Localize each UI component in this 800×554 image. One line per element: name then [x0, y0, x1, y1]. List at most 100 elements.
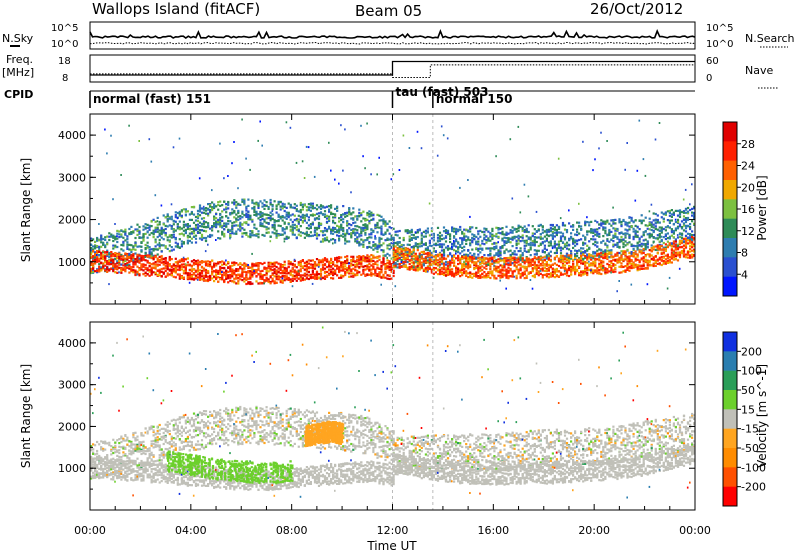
echo-cell: [223, 228, 226, 231]
echo-cell: [263, 213, 266, 216]
echo-cell: [380, 265, 383, 268]
echo-cell: [229, 270, 232, 273]
echo-cell: [106, 251, 109, 254]
echo-cell: [523, 261, 526, 264]
echo-cell: [507, 237, 510, 240]
echo-cell: [162, 231, 165, 234]
echo-cell: [364, 217, 367, 220]
echo-cell: [471, 276, 474, 279]
echo-cell: [227, 216, 230, 219]
echo-cell: [446, 245, 450, 248]
noise-cell: [414, 231, 417, 234]
echo-cell: [198, 278, 202, 281]
echo-cell: [178, 268, 181, 272]
noise-cell: [559, 217, 562, 220]
echo-cell: [471, 239, 474, 242]
echo-cell: [102, 265, 105, 268]
echo-cell: [299, 279, 302, 282]
echo-cell: [511, 229, 514, 232]
echo-cell: [360, 214, 363, 217]
echo-cell: [311, 202, 314, 205]
echo-cell: [541, 264, 544, 267]
echo-cell: [338, 276, 341, 279]
echo-cell: [273, 261, 276, 264]
echo-cell: [416, 266, 419, 269]
echo-cell: [392, 271, 395, 275]
echo-cell: [356, 229, 359, 232]
echo-cell: [299, 265, 302, 268]
echo-cell: [330, 232, 333, 235]
noise-cell: [211, 189, 213, 192]
echo-cell: [360, 260, 363, 264]
echo-cell: [390, 242, 393, 245]
echo-cell: [164, 269, 167, 273]
echo-cell: [243, 202, 246, 205]
echo-cell: [330, 277, 333, 280]
echo-cell: [297, 273, 300, 276]
echo-cell: [449, 270, 452, 273]
echo-cell: [501, 245, 504, 248]
echo-cell: [523, 241, 526, 244]
echo-cell: [350, 236, 353, 239]
echo-cell: [196, 273, 200, 276]
echo-cell: [489, 267, 492, 270]
echo-cell: [513, 250, 516, 253]
echo-cell: [156, 216, 159, 219]
echo-cell: [142, 236, 145, 239]
echo-cell: [92, 270, 95, 273]
echo-cell: [184, 268, 187, 271]
echo-cell: [453, 254, 456, 257]
echo-cell: [499, 232, 502, 235]
echo-cell: [118, 263, 121, 266]
echo-cell: [406, 254, 409, 257]
echo-cell: [517, 258, 520, 261]
echo-cell: [160, 231, 163, 234]
echo-cell: [561, 221, 565, 225]
echo-cell: [202, 267, 206, 270]
echo-cell: [436, 261, 440, 265]
echo-cell: [344, 260, 347, 263]
echo-cell: [303, 265, 306, 268]
echo-cell: [461, 268, 464, 272]
echo-cell: [461, 274, 464, 277]
echo-cell: [561, 273, 565, 276]
echo-cell: [180, 276, 183, 279]
echo-cell: [390, 266, 393, 269]
echo-cell: [148, 268, 151, 271]
echo-cell: [559, 235, 563, 238]
echo-cell: [495, 235, 498, 238]
echo-cell: [430, 237, 433, 240]
echo-cell: [340, 264, 343, 267]
echo-cell: [104, 264, 107, 267]
echo-cell: [549, 274, 552, 277]
echo-cell: [505, 272, 508, 275]
echo-cell: [204, 212, 208, 215]
echo-cell: [513, 256, 516, 259]
echo-cell: [362, 270, 365, 273]
echo-cell: [138, 225, 141, 229]
echo-cell: [92, 259, 95, 262]
echo-cell: [257, 233, 260, 236]
echo-cell: [332, 238, 335, 241]
echo-cell: [283, 228, 286, 231]
echo-cell: [194, 234, 198, 237]
echo-cell: [362, 226, 365, 229]
echo-cell: [563, 224, 567, 227]
echo-cell: [162, 272, 165, 275]
echo-cell: [426, 266, 429, 269]
echo-cell: [553, 231, 556, 234]
echo-cell: [202, 211, 206, 214]
echo-cell: [323, 239, 327, 242]
echo-cell: [449, 233, 452, 236]
echo-cell: [178, 265, 181, 268]
echo-cell: [166, 272, 169, 275]
echo-cell: [255, 262, 258, 265]
echo-cell: [106, 235, 109, 238]
echo-cell: [400, 255, 403, 259]
echo-cell: [529, 248, 532, 251]
noise-cell: [364, 167, 366, 170]
echo-cell: [547, 263, 550, 266]
echo-cell: [408, 253, 411, 256]
echo-cell: [539, 264, 542, 267]
echo-cell: [221, 260, 224, 263]
